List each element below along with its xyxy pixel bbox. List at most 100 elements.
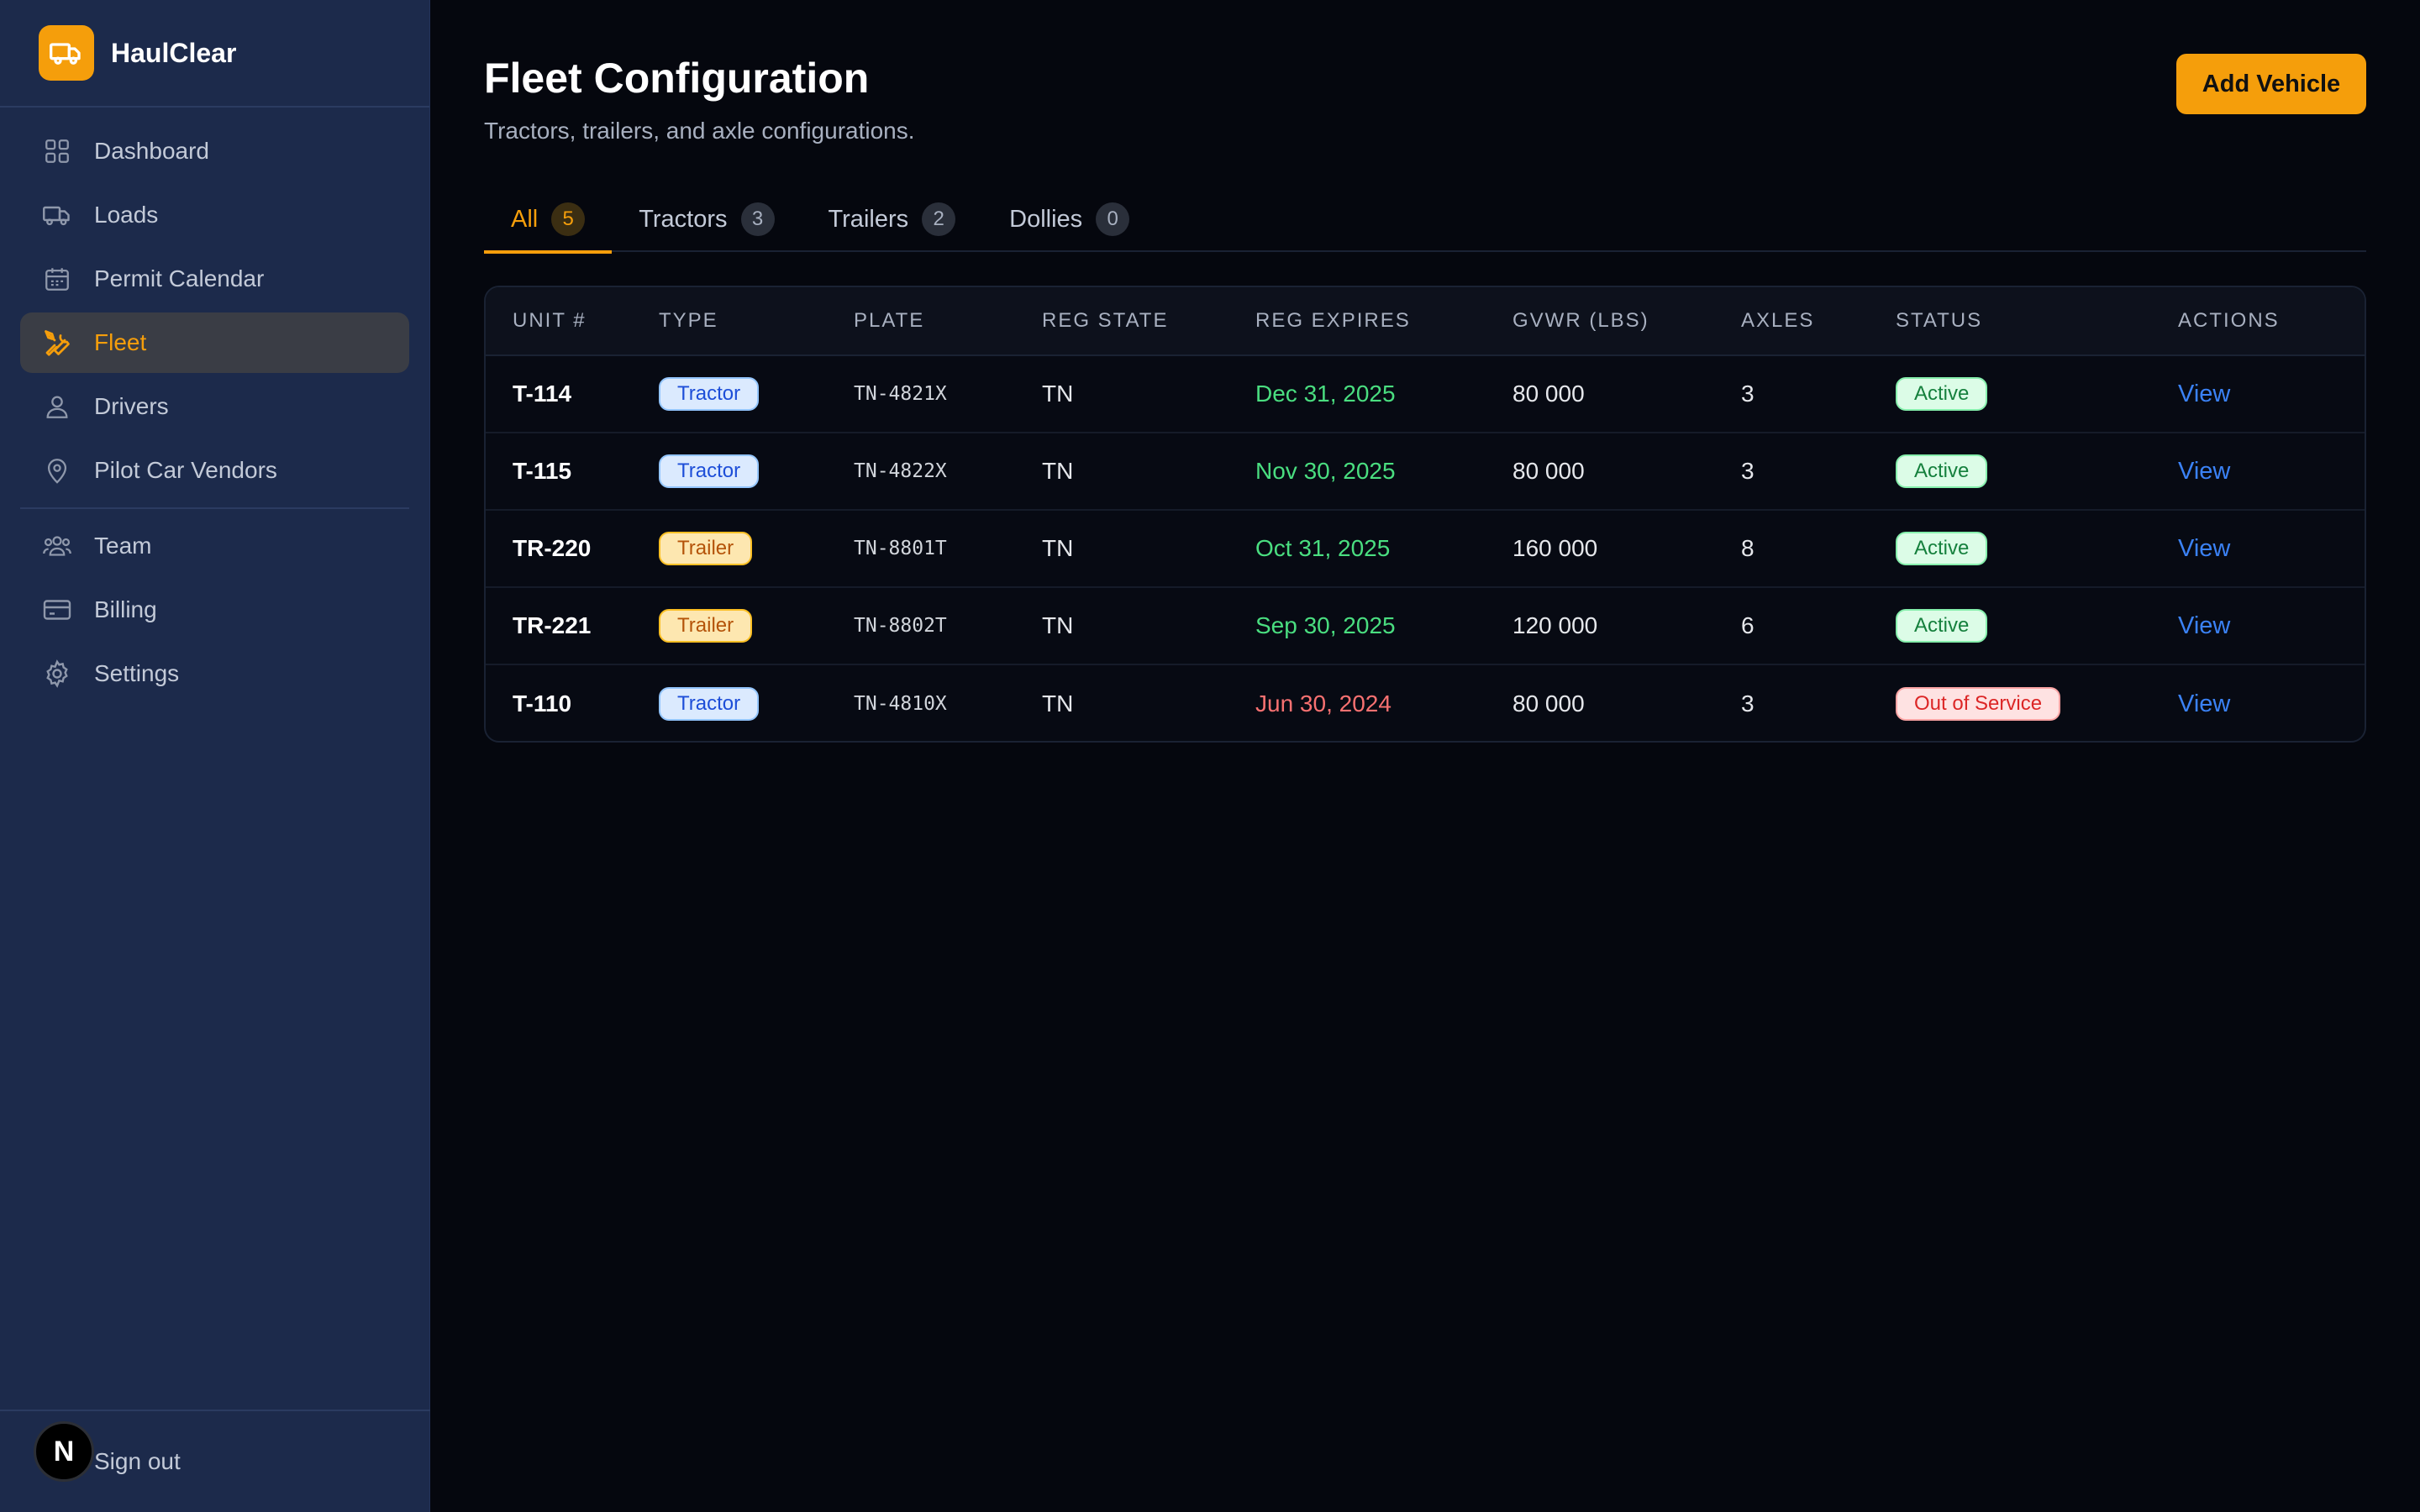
sidebar-item-dashboard[interactable]: Dashboard — [20, 121, 409, 181]
status-badge: Out of Service — [1896, 687, 2061, 721]
brand[interactable]: HaulClear — [0, 0, 429, 108]
plate-cell: TN-8801T — [854, 538, 947, 559]
sidebar-nav: Dashboard Loads Permit C — [0, 108, 429, 704]
tab-trailers[interactable]: Trailers 2 — [802, 186, 983, 252]
unit-cell: T-110 — [513, 690, 572, 717]
plate-cell: TN-4810X — [854, 693, 947, 715]
tab-label: Dollies — [1009, 205, 1083, 233]
sidebar-item-fleet[interactable]: Fleet — [20, 312, 409, 373]
view-link[interactable]: View — [2178, 612, 2231, 639]
avatar[interactable]: N — [34, 1421, 94, 1482]
reg-state-cell: TN — [1042, 458, 1074, 484]
table-row[interactable]: T-110 Tractor TN-4810X TN Jun 30, 2024 8… — [486, 665, 2365, 741]
sidebar-item-pilot-car-vendors[interactable]: Pilot Car Vendors — [20, 440, 409, 501]
table-row[interactable]: T-115 Tractor TN-4822X TN Nov 30, 2025 8… — [486, 433, 2365, 511]
view-link[interactable]: View — [2178, 380, 2231, 407]
reg-state-cell: TN — [1042, 612, 1074, 638]
sidebar-item-permit-calendar[interactable]: Permit Calendar — [20, 249, 409, 309]
view-link[interactable]: View — [2178, 534, 2231, 562]
calendar-icon — [40, 262, 74, 296]
view-link[interactable]: View — [2178, 690, 2231, 717]
status-cell: Active — [1896, 532, 2178, 565]
type-badge: Tractor — [659, 377, 760, 411]
sidebar-footer: Sign out N — [0, 1410, 430, 1512]
grid-icon — [40, 134, 74, 168]
column-header-plate[interactable]: PLATE — [854, 309, 925, 332]
axles-cell: 6 — [1741, 612, 1754, 638]
plate-cell: TN-8802T — [854, 615, 947, 637]
type-badge: Trailer — [659, 532, 753, 565]
sidebar-item-label: Pilot Car Vendors — [94, 457, 277, 483]
user-icon — [40, 390, 74, 423]
tab-all[interactable]: All 5 — [484, 186, 613, 254]
reg-state-cell: TN — [1042, 690, 1074, 717]
table-header: UNIT # TYPE PLATE REG STATE REG EXPIRES … — [486, 287, 2365, 356]
add-vehicle-button[interactable]: Add Vehicle — [2176, 54, 2366, 114]
status-cell: Out of Service — [1896, 687, 2178, 721]
reg-expires-cell: Oct 31, 2025 — [1255, 535, 1391, 561]
avatar-letter: N — [53, 1435, 75, 1467]
sidebar-item-loads[interactable]: Loads — [20, 185, 409, 245]
column-header-actions: ACTIONS — [2178, 309, 2280, 332]
view-link[interactable]: View — [2178, 457, 2231, 485]
sidebar-item-label: Permit Calendar — [94, 265, 265, 291]
type-cell: Tractor — [659, 687, 854, 721]
table-row[interactable]: T-114 Tractor TN-4821X TN Dec 31, 2025 8… — [486, 356, 2365, 433]
sidebar-item-label: Team — [94, 533, 152, 559]
type-cell: Trailer — [659, 532, 854, 565]
page-title: Fleet Configuration — [484, 55, 870, 102]
unit-cell: TR-221 — [513, 612, 592, 638]
column-header-gvwr[interactable]: GVWR (LBS) — [1512, 309, 1649, 332]
sidebar-item-label: Drivers — [94, 393, 169, 419]
column-header-reg-expires[interactable]: REG EXPIRES — [1255, 309, 1411, 332]
plate-cell: TN-4821X — [854, 383, 947, 405]
status-badge: Active — [1896, 609, 1988, 643]
status-badge: Active — [1896, 454, 1988, 488]
axles-cell: 3 — [1741, 458, 1754, 484]
status-cell: Active — [1896, 454, 2178, 488]
gvwr-cell: 160 000 — [1512, 535, 1598, 561]
tools-icon — [40, 326, 74, 360]
type-cell: Trailer — [659, 609, 854, 643]
main-content: Fleet Configuration Tractors, trailers, … — [484, 0, 2366, 1512]
column-header-type[interactable]: TYPE — [659, 309, 718, 332]
sidebar-item-team[interactable]: Team — [20, 516, 409, 576]
gvwr-cell: 80 000 — [1512, 458, 1585, 484]
credit-card-icon — [40, 593, 74, 627]
map-pin-icon — [40, 454, 74, 487]
sidebar-item-label: Billing — [94, 596, 157, 622]
column-header-reg-state[interactable]: REG STATE — [1042, 309, 1169, 332]
column-header-unit[interactable]: UNIT # — [513, 309, 587, 332]
tab-dollies[interactable]: Dollies 0 — [982, 186, 1156, 252]
tab-count-badge: 3 — [740, 202, 775, 236]
actions-cell: View — [2178, 690, 2346, 718]
tab-bar: All 5 Tractors 3 Trailers 2 Dollies 0 — [484, 186, 2366, 254]
type-badge: Tractor — [659, 454, 760, 488]
unit-cell: T-115 — [513, 458, 572, 484]
table-row[interactable]: TR-220 Trailer TN-8801T TN Oct 31, 2025 … — [486, 511, 2365, 588]
actions-cell: View — [2178, 458, 2346, 486]
sidebar-item-drivers[interactable]: Drivers — [20, 376, 409, 437]
axles-cell: 8 — [1741, 535, 1754, 561]
type-badge: Trailer — [659, 609, 753, 643]
unit-cell: T-114 — [513, 381, 572, 407]
sign-out-link[interactable]: Sign out — [94, 1448, 181, 1474]
type-cell: Tractor — [659, 377, 854, 411]
tab-tractors[interactable]: Tractors 3 — [612, 186, 801, 252]
status-badge: Active — [1896, 377, 1988, 411]
column-header-axles[interactable]: AXLES — [1741, 309, 1815, 332]
sidebar-item-billing[interactable]: Billing — [20, 580, 409, 640]
status-cell: Active — [1896, 377, 2178, 411]
reg-state-cell: TN — [1042, 381, 1074, 407]
type-badge: Tractor — [659, 687, 760, 721]
gvwr-cell: 80 000 — [1512, 381, 1585, 407]
column-header-status[interactable]: STATUS — [1896, 309, 1983, 332]
status-cell: Active — [1896, 609, 2178, 643]
reg-state-cell: TN — [1042, 535, 1074, 561]
sidebar-item-label: Dashboard — [94, 138, 209, 164]
tab-count-badge: 0 — [1096, 202, 1130, 236]
truck-icon — [40, 198, 74, 232]
actions-cell: View — [2178, 381, 2346, 408]
sidebar-item-settings[interactable]: Settings — [20, 643, 409, 704]
table-row[interactable]: TR-221 Trailer TN-8802T TN Sep 30, 2025 … — [486, 588, 2365, 665]
